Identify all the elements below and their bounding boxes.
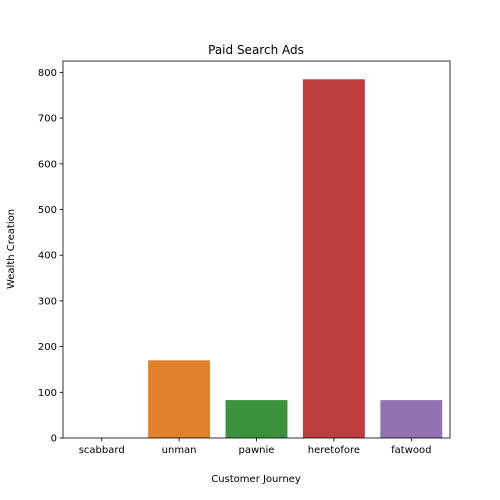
x-tick-label: scabbard: [79, 445, 125, 456]
bar-pawnie: [225, 400, 288, 438]
y-axis-label: Wealth Creation: [6, 209, 17, 289]
x-tick-label: heretofore: [308, 445, 360, 456]
y-axis: 0 100 200 300 400 500 600 700 800: [38, 68, 63, 445]
chart-title: Paid Search Ads: [208, 43, 304, 57]
bar-unman: [148, 360, 211, 438]
y-tick-label: 800: [38, 68, 57, 79]
bar-heretofore: [302, 79, 365, 439]
x-axis: scabbard unman pawnie heretofore fatwood: [79, 438, 431, 456]
plot-frame: [62, 60, 451, 439]
y-tick-label: 200: [38, 342, 57, 353]
y-tick-label: 0: [51, 434, 57, 445]
x-tick-label: unman: [162, 445, 197, 456]
x-tick-label: pawnie: [239, 445, 275, 456]
y-tick-label: 600: [38, 159, 57, 170]
y-tick-label: 300: [38, 296, 57, 307]
y-tick-label: 100: [38, 388, 57, 399]
x-axis-label: Customer Journey: [211, 474, 301, 485]
x-tick-label: fatwood: [391, 445, 431, 456]
bar-fatwood: [380, 400, 443, 438]
bars-group: [148, 79, 443, 439]
y-tick-label: 700: [38, 114, 57, 125]
y-tick-label: 400: [38, 251, 57, 262]
y-tick-label: 500: [38, 205, 57, 216]
